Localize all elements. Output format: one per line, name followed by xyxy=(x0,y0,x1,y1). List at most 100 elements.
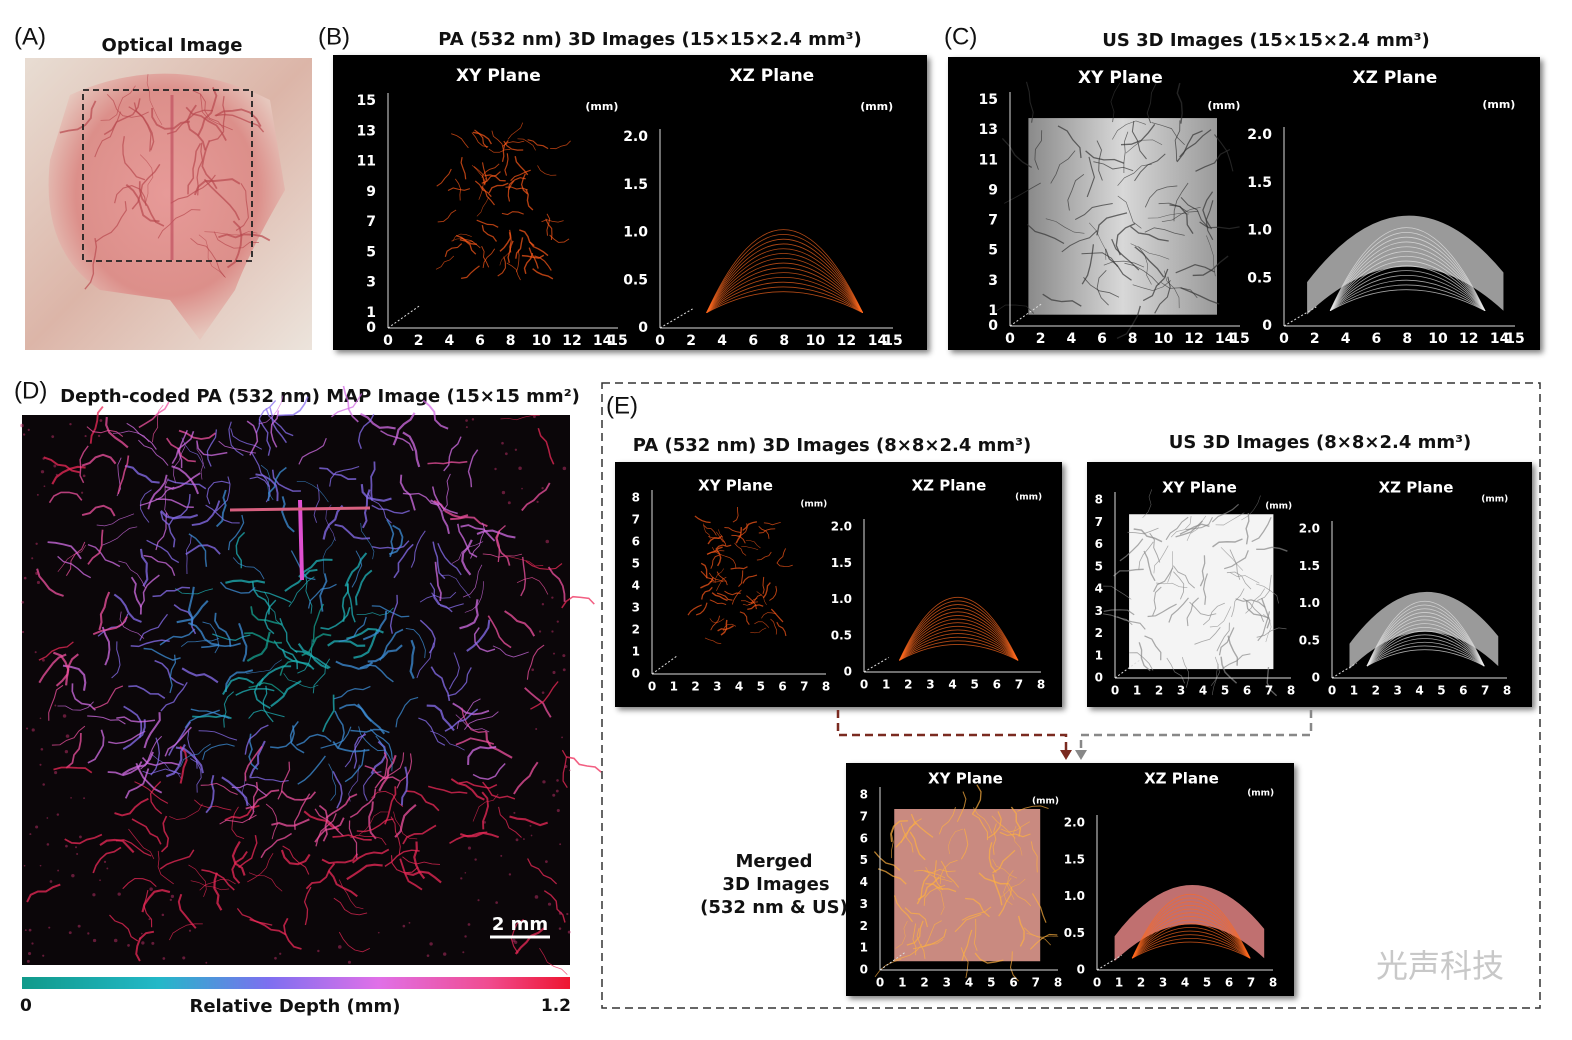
vessel xyxy=(367,644,403,663)
vessel xyxy=(187,730,198,769)
speckle xyxy=(64,749,69,754)
texture xyxy=(745,540,761,549)
speckle xyxy=(68,931,72,935)
texture xyxy=(507,122,524,140)
speckle xyxy=(513,811,516,814)
texture xyxy=(894,944,923,961)
speckle xyxy=(531,668,535,672)
vein xyxy=(146,74,163,126)
speckle xyxy=(103,860,107,863)
speckle xyxy=(36,493,39,496)
texture xyxy=(948,828,964,855)
vessel xyxy=(135,762,163,794)
arch-line xyxy=(1366,649,1485,667)
vessel xyxy=(319,467,357,480)
x-tick-label: 8 xyxy=(506,333,516,349)
speckle xyxy=(148,918,151,921)
texture xyxy=(1112,120,1147,140)
y-tick-label: 5 xyxy=(988,243,998,259)
plot-title: XZ Plane xyxy=(912,477,987,495)
vessel xyxy=(448,652,460,690)
texture xyxy=(1034,130,1043,170)
speckle xyxy=(54,704,57,707)
x-tick-label: 14 xyxy=(1490,331,1510,347)
speckle xyxy=(523,838,525,840)
speckle xyxy=(56,813,60,816)
x-tick-label: 0 xyxy=(1005,331,1015,347)
y-tick-label: 1 xyxy=(860,941,868,955)
arch-line xyxy=(1329,237,1486,311)
texture xyxy=(1251,517,1272,543)
vessel xyxy=(389,594,399,634)
x-tick-label: 6 xyxy=(1459,684,1467,698)
texture xyxy=(704,637,722,645)
vessel xyxy=(65,732,82,769)
vessel xyxy=(160,511,176,548)
vessel xyxy=(128,685,166,699)
vessel xyxy=(230,428,263,450)
vessel xyxy=(141,888,171,913)
scale-bar-label: 2 mm xyxy=(492,914,548,935)
vessel xyxy=(152,404,164,443)
y-tick-label: 8 xyxy=(860,788,868,802)
plot-title: XZ Plane xyxy=(1144,770,1219,788)
vessel xyxy=(359,664,394,683)
vein xyxy=(114,184,147,206)
speckle xyxy=(552,793,556,797)
vessel xyxy=(487,615,512,649)
vessel xyxy=(301,633,332,657)
texture xyxy=(1110,82,1121,123)
texture xyxy=(715,544,732,550)
texture xyxy=(954,913,982,933)
vessel xyxy=(430,499,450,535)
texture xyxy=(890,820,908,843)
arch-line xyxy=(1131,930,1251,959)
vessel xyxy=(338,931,370,953)
texture xyxy=(741,546,759,551)
vein xyxy=(201,139,218,190)
vessel xyxy=(62,664,87,691)
x-tick-label: 5 xyxy=(1203,976,1211,990)
vessel xyxy=(101,626,111,666)
texture xyxy=(1167,551,1174,583)
vessel xyxy=(205,504,240,524)
texture xyxy=(938,806,956,835)
texture xyxy=(521,254,545,259)
texture xyxy=(471,164,485,184)
panel-label: (D) xyxy=(14,377,47,404)
vessel xyxy=(322,504,344,540)
x-tick-label: 12 xyxy=(1459,331,1478,347)
vessel xyxy=(108,730,146,745)
speckle xyxy=(169,898,172,902)
y-tick-label: 0.5 xyxy=(1064,926,1085,940)
speckle xyxy=(483,821,486,824)
y-tick-label: 7 xyxy=(366,214,376,230)
vessel xyxy=(205,774,215,814)
vessel xyxy=(253,588,292,603)
texture xyxy=(454,178,462,201)
texture xyxy=(730,566,748,570)
vessel xyxy=(139,574,160,608)
texture xyxy=(776,548,787,564)
vessel xyxy=(289,720,305,754)
panel-label: (E) xyxy=(606,392,638,419)
y-tick-label: 0 xyxy=(844,665,852,679)
y-tick-label: 0 xyxy=(988,318,998,334)
arch-line xyxy=(899,629,1019,661)
speckle xyxy=(535,728,538,731)
y-tick-label: 1.5 xyxy=(1064,852,1085,866)
vessel xyxy=(124,464,160,484)
speckle xyxy=(48,926,51,929)
panel-label: (B) xyxy=(318,23,350,50)
y-tick-label: 1.5 xyxy=(623,177,648,193)
texture xyxy=(1256,546,1288,552)
speckle xyxy=(57,869,60,872)
vein xyxy=(166,109,214,135)
texture xyxy=(762,576,765,595)
vessel xyxy=(362,610,388,641)
speckle xyxy=(338,945,342,949)
vessel xyxy=(87,729,105,764)
arch-line xyxy=(1329,279,1486,312)
